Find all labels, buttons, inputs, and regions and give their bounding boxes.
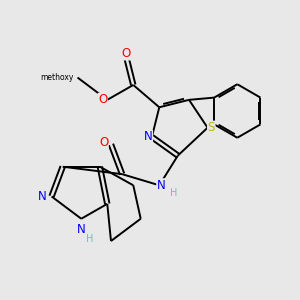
- Text: N: N: [38, 190, 46, 203]
- Text: O: O: [98, 93, 107, 106]
- Text: N: N: [144, 130, 152, 143]
- Text: H: H: [170, 188, 177, 198]
- Text: N: N: [77, 224, 85, 236]
- Text: O: O: [121, 47, 130, 60]
- Text: S: S: [208, 121, 215, 134]
- Text: H: H: [86, 234, 93, 244]
- Text: methoxy: methoxy: [40, 73, 74, 82]
- Text: N: N: [157, 179, 166, 192]
- Text: O: O: [99, 136, 108, 149]
